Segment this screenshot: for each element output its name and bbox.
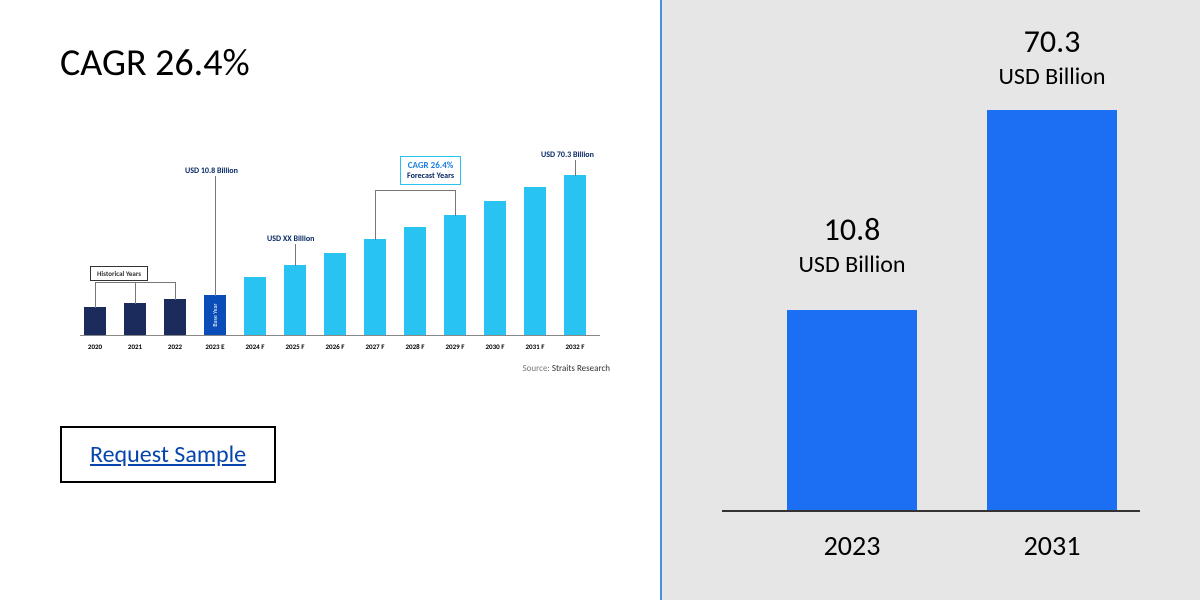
leader-line <box>455 190 456 216</box>
mini-x-label: 2025 F <box>286 342 305 351</box>
cagr-box-line1: CAGR 26.4% <box>407 160 454 171</box>
big-bar <box>987 110 1117 510</box>
big-bar-year-label: 2031 <box>1024 528 1081 563</box>
mini-chart-plot: Base Year Historical Years USD 10.8 Billio… <box>80 156 600 336</box>
panel-corner-mark <box>660 0 668 6</box>
big-bar <box>787 310 917 510</box>
mini-x-label: 2032 F <box>566 342 585 351</box>
mini-bar: Base Year <box>204 295 226 335</box>
request-sample-button[interactable]: Request Sample <box>60 426 276 483</box>
mini-x-label: 2027 F <box>366 342 385 351</box>
cagr-forecast-box: CAGR 26.4%Forecast Years <box>400 156 461 185</box>
mini-x-label: 2023 E <box>205 342 224 351</box>
callout-usd-mid: USD XX Billion <box>267 234 314 244</box>
leader-line <box>95 282 96 308</box>
leader-line <box>375 190 376 240</box>
big-bar-year-label: 2023 <box>824 528 881 563</box>
mini-bar <box>444 215 466 335</box>
big-bar-value: 10.8 <box>762 210 942 250</box>
mini-bar <box>324 253 346 335</box>
mini-bar <box>84 307 106 335</box>
big-bar-value-label: 70.3USD Billion <box>962 22 1142 92</box>
leader-line <box>295 244 296 266</box>
callout-usd-start: USD 10.8 Billion <box>185 166 238 176</box>
big-bar-unit: USD Billion <box>762 250 942 280</box>
big-bar-unit: USD Billion <box>962 62 1142 92</box>
mini-x-label: 2030 F <box>486 342 505 351</box>
leader-line <box>175 282 176 300</box>
mini-x-label: 2022 <box>168 342 182 351</box>
mini-bar <box>524 187 546 335</box>
mini-x-label: 2026 F <box>326 342 345 351</box>
big-bar-value-label: 10.8USD Billion <box>762 210 942 280</box>
source-label: Source: <box>523 363 550 374</box>
big-bar-value: 70.3 <box>962 22 1142 62</box>
historical-years-box: Historical Years <box>90 266 148 281</box>
cagr-box-line2: Forecast Years <box>407 171 454 181</box>
mini-chart-source: Source: Straits Research <box>523 363 610 374</box>
mini-bar <box>284 265 306 335</box>
mini-x-label: 2024 F <box>246 342 265 351</box>
mini-x-label: 2028 F <box>406 342 425 351</box>
big-chart-axis <box>722 510 1140 512</box>
mini-x-label: 2031 F <box>526 342 545 351</box>
left-panel: CAGR 26.4% Base Year Historical Years USD … <box>0 0 660 600</box>
mini-bar <box>484 201 506 335</box>
leader-line <box>575 160 576 176</box>
mini-x-label: 2029 F <box>446 342 465 351</box>
mini-bar <box>244 277 266 335</box>
mini-chart-x-axis: 2020 2021 2022 2023 E 2024 F 2025 F 2026 F 2027… <box>80 342 600 356</box>
mini-bar <box>564 175 586 335</box>
mini-bar <box>404 227 426 335</box>
mini-bar <box>164 299 186 335</box>
source-value: Straits Research <box>552 363 610 374</box>
callout-usd-end: USD 70.3 Billion <box>541 150 594 160</box>
cagr-title: CAGR 26.4% <box>60 40 620 86</box>
leader-line <box>375 190 455 191</box>
leader-line <box>135 282 136 304</box>
mini-x-label: 2020 <box>88 342 102 351</box>
base-year-label: Base Year <box>211 303 219 326</box>
mini-chart: Base Year Historical Years USD 10.8 Billio… <box>60 116 620 376</box>
mini-x-label: 2021 <box>128 342 142 351</box>
mini-bar <box>124 303 146 335</box>
right-panel: 10.8USD Billion202370.3USD Billion2031 <box>660 0 1200 600</box>
leader-line <box>215 176 216 296</box>
mini-bar <box>364 239 386 335</box>
